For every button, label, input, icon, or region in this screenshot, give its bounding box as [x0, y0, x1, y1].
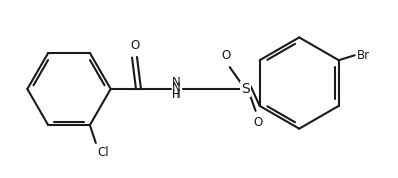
- Text: Cl: Cl: [98, 146, 109, 159]
- Text: N: N: [172, 80, 181, 93]
- Text: O: O: [130, 39, 139, 52]
- Text: O: O: [253, 116, 262, 129]
- Text: O: O: [221, 49, 230, 62]
- Text: Br: Br: [357, 49, 370, 62]
- Text: H: H: [172, 90, 180, 100]
- Text: S: S: [241, 82, 250, 96]
- Text: N
H: N H: [172, 77, 181, 101]
